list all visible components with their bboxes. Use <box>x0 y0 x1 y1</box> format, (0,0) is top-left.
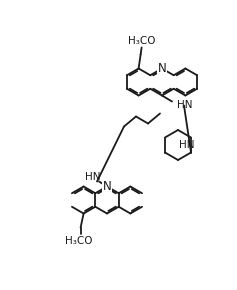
Text: HN: HN <box>179 139 195 150</box>
Text: HN: HN <box>85 173 101 182</box>
Text: N: N <box>158 62 166 75</box>
Text: N: N <box>103 180 111 193</box>
Text: H₃CO: H₃CO <box>65 235 92 246</box>
Text: H₃CO: H₃CO <box>128 35 155 46</box>
Text: HN: HN <box>177 101 192 110</box>
